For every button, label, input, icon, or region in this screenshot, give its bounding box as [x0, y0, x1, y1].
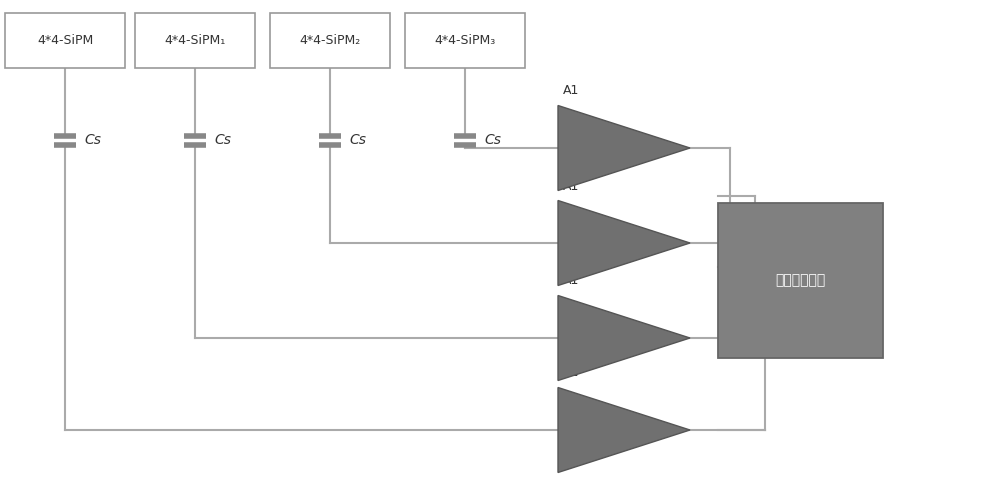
Text: A1: A1 — [563, 366, 579, 380]
Polygon shape — [558, 200, 690, 286]
FancyBboxPatch shape — [5, 12, 125, 67]
FancyBboxPatch shape — [405, 12, 525, 67]
Text: A1: A1 — [563, 85, 579, 98]
Text: Cs: Cs — [84, 133, 101, 147]
Text: 4*4-SiPM₃: 4*4-SiPM₃ — [434, 34, 496, 47]
Polygon shape — [558, 388, 690, 473]
Text: A1: A1 — [563, 275, 579, 288]
Polygon shape — [558, 105, 690, 191]
Text: 缓冲放大电路: 缓冲放大电路 — [775, 273, 825, 287]
Text: Cs: Cs — [214, 133, 231, 147]
Text: Cs: Cs — [484, 133, 501, 147]
Text: Cs: Cs — [349, 133, 366, 147]
FancyBboxPatch shape — [270, 12, 390, 67]
FancyBboxPatch shape — [718, 202, 883, 357]
Text: 4*4-SiPM: 4*4-SiPM — [37, 34, 93, 47]
Text: A1: A1 — [563, 180, 579, 193]
Polygon shape — [558, 296, 690, 381]
Text: 4*4-SiPM₁: 4*4-SiPM₁ — [164, 34, 226, 47]
Text: 4*4-SiPM₂: 4*4-SiPM₂ — [299, 34, 361, 47]
FancyBboxPatch shape — [135, 12, 255, 67]
